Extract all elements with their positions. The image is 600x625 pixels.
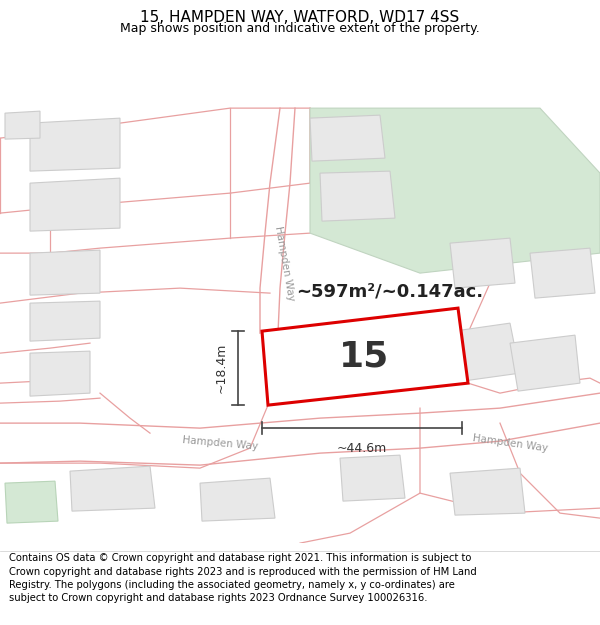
Polygon shape (450, 468, 525, 515)
Text: ~597m²/~0.147ac.: ~597m²/~0.147ac. (296, 282, 484, 300)
Polygon shape (5, 111, 40, 139)
Polygon shape (440, 323, 520, 383)
Text: Hampden Way: Hampden Way (182, 435, 258, 451)
Text: ~44.6m: ~44.6m (337, 442, 387, 455)
Text: Hampden Way: Hampden Way (472, 433, 548, 453)
Polygon shape (30, 178, 120, 231)
Polygon shape (450, 238, 515, 288)
Text: Map shows position and indicative extent of the property.: Map shows position and indicative extent… (120, 22, 480, 35)
Polygon shape (70, 466, 155, 511)
Text: 15: 15 (339, 340, 389, 374)
Text: Hampden Way: Hampden Way (274, 225, 296, 301)
Polygon shape (320, 171, 395, 221)
Polygon shape (30, 301, 100, 341)
Text: 15, HAMPDEN WAY, WATFORD, WD17 4SS: 15, HAMPDEN WAY, WATFORD, WD17 4SS (140, 10, 460, 25)
Polygon shape (30, 118, 120, 171)
Polygon shape (30, 351, 90, 396)
Polygon shape (5, 481, 58, 523)
Text: Contains OS data © Crown copyright and database right 2021. This information is : Contains OS data © Crown copyright and d… (9, 554, 477, 603)
Polygon shape (530, 248, 595, 298)
Polygon shape (340, 455, 405, 501)
Text: ~18.4m: ~18.4m (215, 343, 228, 393)
Polygon shape (310, 115, 385, 161)
Polygon shape (200, 478, 275, 521)
Polygon shape (262, 308, 468, 405)
Polygon shape (30, 250, 100, 295)
Polygon shape (510, 335, 580, 391)
Polygon shape (310, 108, 600, 273)
